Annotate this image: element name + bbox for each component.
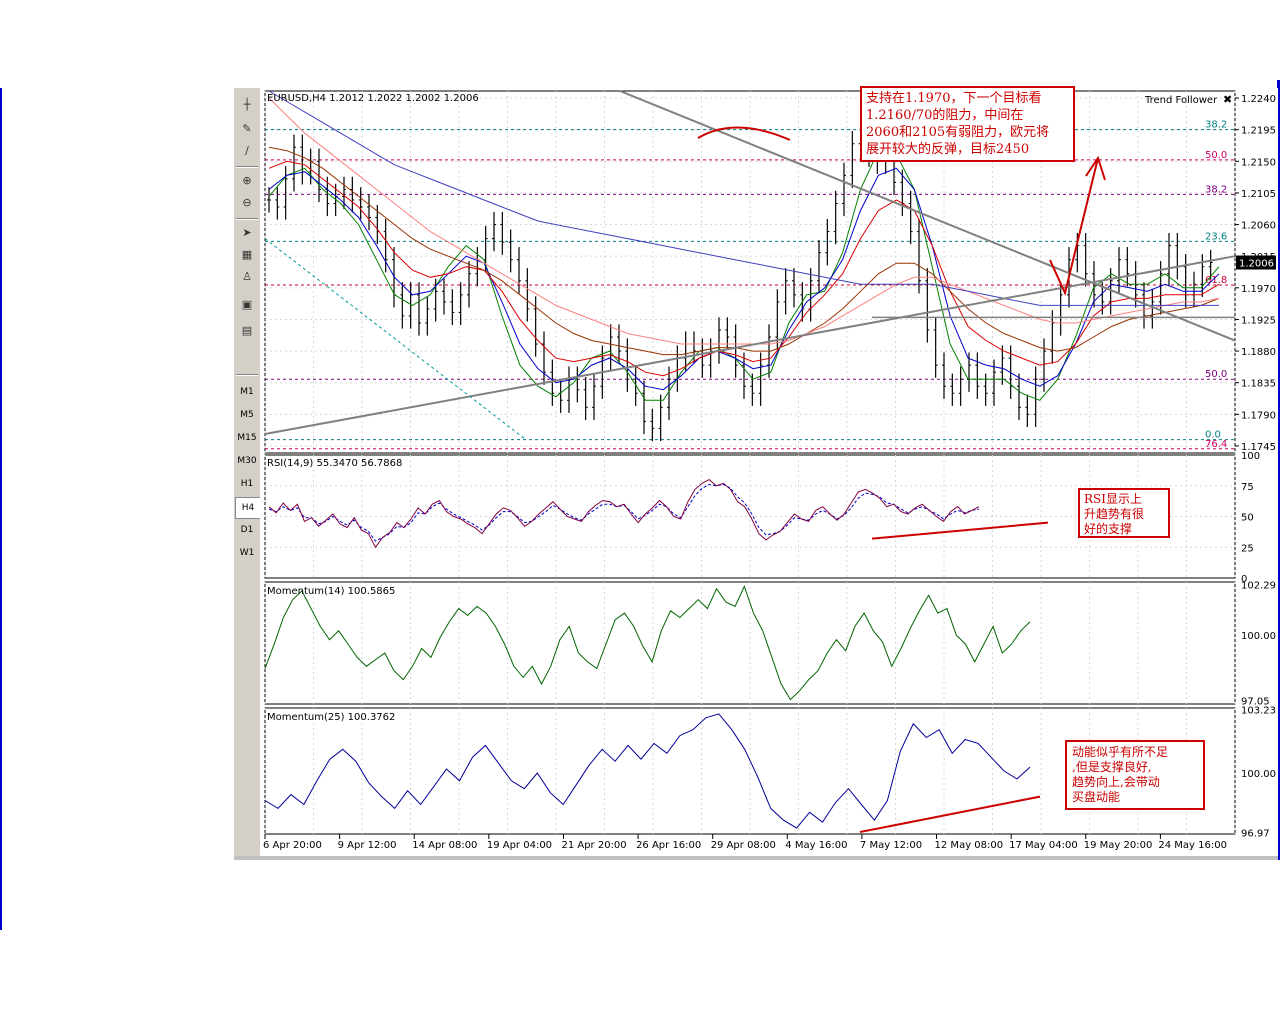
momentum14-label: Momentum(14) 100.5865 (267, 586, 395, 597)
x-tick-label: 24 May 16:00 (1158, 840, 1227, 851)
fib-level-label: 76.4 (1205, 439, 1227, 450)
moving-average-line (268, 150, 1220, 401)
mom25-tick-label: 103.23 (1241, 705, 1276, 716)
timeframe-m30[interactable]: M30 (237, 456, 257, 466)
rsi-tick-label: 50 (1241, 513, 1254, 524)
moving-average-line (268, 160, 1220, 377)
scroll-right-icon[interactable]: ➤ (242, 226, 252, 239)
rsi-tick-label: 75 (1241, 482, 1254, 493)
timeframe-m5[interactable]: M5 (240, 410, 254, 420)
uptrend-line (264, 255, 1236, 436)
main-annotation: 支持在1.1970，下一个目标看 1.2160/70的阻力，中间在 2060和2… (860, 86, 1075, 162)
fib-level-label: 61.8 (1205, 275, 1227, 286)
mom14-tick-label: 97.05 (1241, 697, 1270, 708)
momentum-support-line (859, 795, 1041, 834)
x-tick-label: 4 May 16:00 (785, 840, 847, 851)
price-tick-label: 1.2060 (1241, 221, 1276, 232)
fib-level-label: 23.6 (1205, 231, 1227, 242)
price-tick-label: 1.2150 (1241, 157, 1276, 168)
price-tick-label: 1.1880 (1241, 347, 1276, 358)
zoom-in-icon[interactable]: ⊕ (242, 174, 252, 187)
indicator-close-icon: ✖ (1223, 93, 1232, 106)
moving-average-line (268, 90, 1219, 306)
x-tick-label: 19 Apr 04:00 (487, 840, 552, 851)
momentum25-label: Momentum(25) 100.3762 (267, 712, 395, 723)
price-tick-label: 1.2105 (1241, 189, 1276, 200)
x-tick-label: 29 Apr 08:00 (711, 840, 776, 851)
right-window-edge (1277, 80, 1280, 860)
rsi-signal-line (268, 483, 980, 542)
price-tick-label: 1.2195 (1241, 126, 1276, 137)
x-tick-label: 6 Apr 20:00 (263, 840, 322, 851)
current-price-label: 1.2006 (1239, 259, 1274, 270)
channel-line (264, 238, 526, 440)
expert-advisor-icon[interactable]: ▦ (241, 248, 253, 261)
target-arrow (1049, 155, 1106, 297)
line-draw-icon[interactable]: ∕ (245, 144, 249, 157)
moving-average-line (268, 146, 1220, 356)
x-tick-label: 17 May 04:00 (1009, 840, 1078, 851)
current-price-box (1236, 255, 1276, 270)
template-icon[interactable]: ▣ (241, 298, 253, 311)
crosshair-icon[interactable]: ┼ (243, 98, 251, 111)
momentum-annotation: 动能似乎有所不足 ,但是支撑良好, 趋势向上,会带动 买盘动能 (1065, 740, 1205, 810)
x-tick-label: 26 Apr 16:00 (636, 840, 701, 851)
top-arc (697, 126, 791, 141)
rsi-tick-label: 25 (1241, 543, 1254, 554)
price-tick-label: 1.1970 (1241, 284, 1276, 295)
timeframe-h1[interactable]: H1 (240, 479, 254, 489)
fib-level-label: 38.2 (1205, 120, 1227, 131)
timeframe-m1[interactable]: M1 (240, 387, 254, 397)
symbol-header: EURUSD,H4 1.2012 1.2022 1.2002 1.2006 (267, 93, 479, 104)
rsi-tick-label: 0 (1241, 574, 1247, 585)
left-toolbar: ┼ ✎ ∕ ⊕ ⊖ ➤ ▦ ♙ ▣ ▤ M1 M5 M15 M30 H1 H4 D1 W1 (234, 88, 261, 856)
price-tick-label: 1.1835 (1241, 379, 1276, 390)
price-tick-label: 1.2240 (1241, 94, 1276, 105)
left-window-edge (0, 88, 2, 930)
momentum25-line (264, 713, 1031, 829)
fib-level-label: 50.0 (1205, 369, 1227, 380)
x-tick-label: 9 Apr 12:00 (338, 840, 397, 851)
x-tick-label: 12 May 08:00 (935, 840, 1004, 851)
fib-level-label: 50.0 (1205, 150, 1227, 161)
rsi-tick-label: 100 (1241, 451, 1260, 462)
mom14-tick-label: 100.00 (1241, 631, 1276, 642)
timeframe-w1[interactable]: W1 (239, 548, 255, 558)
price-tick-label: 1.1925 (1241, 315, 1276, 326)
momentum14-line (264, 585, 1031, 701)
price-tick-label: 1.1745 (1241, 442, 1276, 453)
x-tick-label: 14 Apr 08:00 (412, 840, 477, 851)
status-strip (234, 856, 1278, 860)
rsi-annotation: RSI显示上 升趋势有很 好的支撑 (1078, 488, 1170, 538)
zoom-out-icon[interactable]: ⊖ (242, 196, 252, 209)
timeframe-h4[interactable]: H4 (235, 497, 261, 519)
user-icon[interactable]: ♙ (242, 270, 252, 283)
moving-average-line (268, 167, 1220, 391)
mom14-tick-label: 102.29 (1241, 580, 1276, 591)
mom25-tick-label: 96.97 (1241, 829, 1270, 840)
rsi-line (268, 478, 980, 549)
x-tick-label: 21 Apr 20:00 (561, 840, 626, 851)
rsi-support-line (871, 521, 1049, 540)
fib-level-label: 0.0 (1205, 430, 1221, 441)
fib-level-label: 38.2 (1205, 184, 1227, 195)
indicator-name: Trend Follower (1144, 95, 1218, 106)
x-tick-label: 19 May 20:00 (1084, 840, 1153, 851)
timeframe-d1[interactable]: D1 (240, 525, 254, 535)
rsi-label: RSI(14,9) 55.3470 56.7868 (267, 458, 402, 469)
price-tick-label: 1.1790 (1241, 410, 1276, 421)
x-tick-label: 7 May 12:00 (860, 840, 922, 851)
chart-window-icon[interactable]: ▤ (241, 324, 253, 337)
moving-average-line (268, 97, 1220, 345)
timeframe-m15[interactable]: M15 (237, 433, 257, 443)
pencil-icon[interactable]: ✎ (242, 122, 252, 135)
mom25-tick-label: 100.00 (1241, 769, 1276, 780)
downtrend-line (619, 90, 1236, 342)
